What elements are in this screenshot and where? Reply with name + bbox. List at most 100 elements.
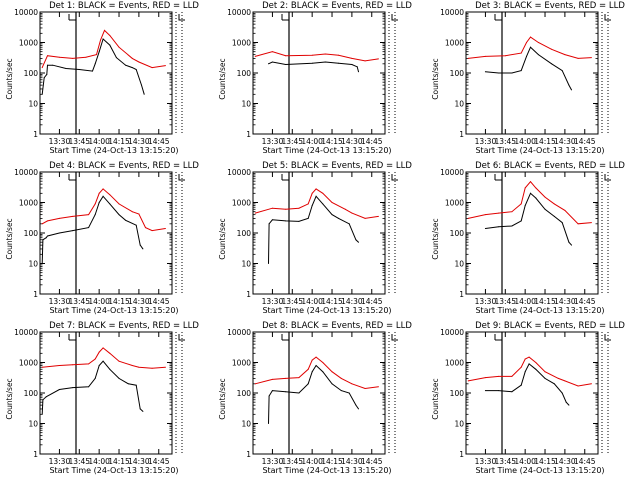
lld-series-line-point <box>364 217 366 219</box>
chart-panel-8: Det 8: BLACK = Events, RED = LLD 1 10 100 10… <box>218 321 412 475</box>
events-series-line-point <box>41 93 43 95</box>
events-series-line-point <box>271 390 273 392</box>
chart-panel-5: Det 5: BLACK = Events, RED = LLD 1 10 100 10… <box>218 161 412 315</box>
y-tick-label: 100 <box>450 69 465 78</box>
y-tick-label: 10000 <box>227 168 251 177</box>
lld-series-line-point <box>271 207 273 209</box>
lld-series-line-point <box>530 36 531 38</box>
lld-series-line-point <box>72 215 74 217</box>
lld-series-line-point <box>467 380 469 382</box>
events-series-line-point <box>42 239 44 241</box>
events-series-line-point <box>520 220 522 222</box>
x-tick-label: 14:00 <box>88 297 110 306</box>
plot-frame <box>465 171 599 295</box>
x-tick-label: 14:45 <box>361 457 383 466</box>
lld-series-line-point <box>520 203 522 205</box>
x-tick-label: 13:30 <box>49 297 71 306</box>
chart-panel-6: Det 6: BLACK = Events, RED = LLD 1 10 100 10… <box>431 161 625 315</box>
lld-series-line-point <box>590 383 592 385</box>
lld-series-line-point <box>138 61 140 63</box>
lld-series-line-point <box>102 188 104 190</box>
lld-series-line-point <box>504 55 506 57</box>
y-tick-label: 1000 <box>19 199 38 208</box>
lld-series-line-point <box>564 209 566 211</box>
events-series-line <box>41 360 144 415</box>
x-tick-label: 14:00 <box>88 137 110 146</box>
events-series-line-point <box>315 195 317 197</box>
lld-series-line-point <box>285 208 287 210</box>
x-tick-label: 14:30 <box>128 457 150 466</box>
lld-series-line-point <box>151 367 153 369</box>
events-series-line-point <box>484 228 486 229</box>
events-series-line-point <box>351 64 353 65</box>
lld-series-line-point <box>577 385 579 387</box>
y-axis-label: Counts/sec <box>218 378 227 419</box>
y-tick-label: 1 <box>33 130 38 139</box>
lld-series-line-point <box>528 356 530 358</box>
x-tick-label: 14:15 <box>321 457 343 466</box>
y-axis-label: Counts/sec <box>431 58 440 99</box>
events-series-line-point <box>568 241 570 243</box>
events-series-line-point <box>88 386 90 388</box>
x-tick-label: 14:45 <box>361 137 383 146</box>
x-tick-label: 13:30 <box>49 457 71 466</box>
y-tick-label: 10000 <box>14 8 38 17</box>
y-axis-label: Counts/sec <box>218 218 227 259</box>
lld-series-line <box>255 188 379 219</box>
lld-series-line-point <box>109 35 111 36</box>
x-axis-label: Start Time (24-Oct-13 13:15:20) <box>262 306 391 315</box>
x-tick-label: 14:30 <box>554 297 576 306</box>
lld-series-line-point <box>537 42 539 43</box>
lld-series-line-point <box>511 375 513 377</box>
lld-series-line-point <box>307 368 309 370</box>
marker-tick <box>178 334 185 341</box>
events-series-line-point <box>135 69 137 70</box>
events-series-line-point <box>355 404 357 406</box>
y-tick-label: 1 <box>246 290 251 299</box>
lld-series-line-point <box>138 213 140 215</box>
events-series-line-point <box>139 408 141 410</box>
lld-series-line-point <box>164 366 166 368</box>
marker-tick <box>391 334 398 341</box>
lld-series-line-point <box>590 57 592 59</box>
events-series-line-point <box>58 232 60 234</box>
y-tick-label: 10 <box>241 260 251 269</box>
y-axis-label: Counts/sec <box>431 218 440 259</box>
events-series-line-point <box>355 239 357 241</box>
y-tick-label: 1 <box>33 290 38 299</box>
y-tick-label: 100 <box>24 389 39 398</box>
lld-series-line-point <box>72 57 74 59</box>
x-tick-label: 14:30 <box>341 137 363 146</box>
lld-series-line-point <box>285 55 287 57</box>
lld-series-line <box>41 29 166 69</box>
x-tick-label: 14:15 <box>321 137 343 146</box>
lld-series-line-point <box>577 223 579 225</box>
lld-series-line-point <box>324 53 326 55</box>
x-tick-label: 13:30 <box>262 457 284 466</box>
lld-series-line-point <box>164 65 166 67</box>
events-series-line-point <box>94 214 96 216</box>
lld-series-line-point <box>351 383 353 385</box>
y-tick-label: 10000 <box>440 328 464 337</box>
events-series-line-point <box>135 384 137 386</box>
x-tick-label: 14:30 <box>128 137 150 146</box>
events-series-line-point <box>511 391 513 393</box>
x-tick-label: 14:45 <box>574 137 596 146</box>
lld-series-line-point <box>322 192 324 194</box>
y-tick-label: 100 <box>24 69 39 78</box>
events-series-line-point <box>118 377 120 379</box>
events-series-line-point <box>307 383 309 385</box>
lld-series-line-point <box>530 181 531 183</box>
events-series-line-point <box>311 205 313 206</box>
x-axis-label: Start Time (24-Oct-13 13:15:20) <box>49 466 178 475</box>
events-series-line-point <box>52 64 54 66</box>
lld-series-line-point <box>377 215 379 217</box>
lld-series-line-point <box>524 187 526 189</box>
events-series-line-point <box>143 93 145 95</box>
events-series-line-point <box>571 244 572 246</box>
events-series-line-point <box>571 89 572 91</box>
chart-panel-7: Det 7: BLACK = Events, RED = LLD 1 10 100 10… <box>5 321 199 475</box>
events-series-line <box>485 363 570 406</box>
x-tick-label: 14:30 <box>554 137 576 146</box>
